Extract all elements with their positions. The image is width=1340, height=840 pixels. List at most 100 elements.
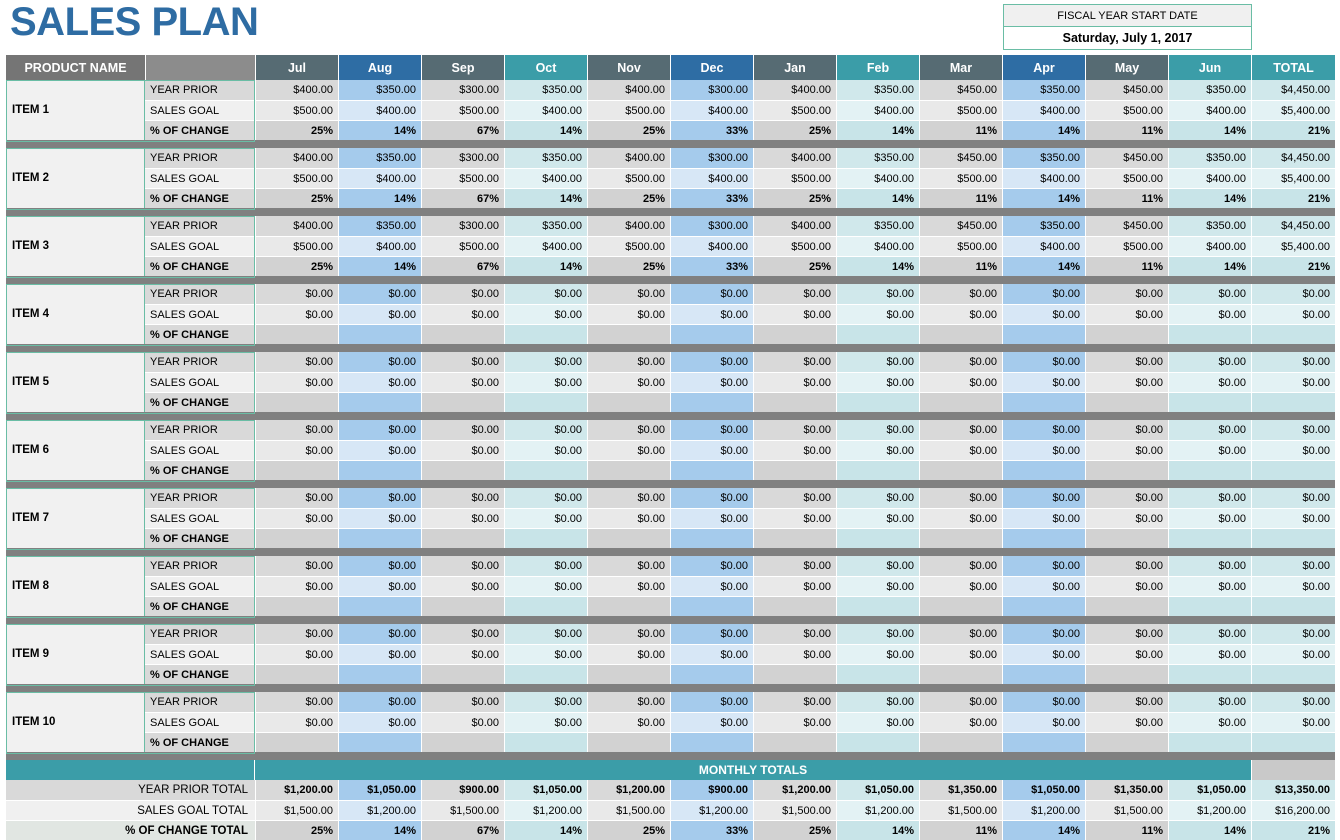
value-cell[interactable]: 14%	[836, 188, 919, 208]
value-cell[interactable]: $500.00	[255, 236, 338, 256]
value-cell[interactable]: $500.00	[255, 100, 338, 120]
value-cell[interactable]	[1168, 392, 1251, 412]
value-cell[interactable]: $350.00	[504, 148, 587, 168]
value-cell[interactable]: $300.00	[670, 216, 753, 236]
value-cell[interactable]: $400.00	[255, 148, 338, 168]
value-cell[interactable]	[670, 528, 753, 548]
value-cell[interactable]: $0.00	[836, 576, 919, 596]
value-cell[interactable]: $0.00	[1168, 712, 1251, 732]
row-total-cell[interactable]: $0.00	[1251, 556, 1335, 576]
value-cell[interactable]	[587, 324, 670, 344]
value-cell[interactable]	[753, 528, 836, 548]
column-header-month-jun[interactable]: Jun	[1168, 55, 1251, 80]
value-cell[interactable]: $0.00	[919, 372, 1002, 392]
value-cell[interactable]: $500.00	[587, 168, 670, 188]
value-cell[interactable]: $0.00	[421, 508, 504, 528]
value-cell[interactable]: $400.00	[255, 216, 338, 236]
value-cell[interactable]: $350.00	[1168, 80, 1251, 100]
value-cell[interactable]: 67%	[421, 120, 504, 140]
value-cell[interactable]	[836, 324, 919, 344]
value-cell[interactable]: $0.00	[255, 488, 338, 508]
row-total-cell[interactable]: 21%	[1251, 120, 1335, 140]
value-cell[interactable]: 14%	[338, 188, 421, 208]
total-value-cell[interactable]: $1,200.00	[836, 800, 919, 820]
value-cell[interactable]	[504, 664, 587, 684]
value-cell[interactable]: $0.00	[670, 372, 753, 392]
value-cell[interactable]: $0.00	[836, 352, 919, 372]
value-cell[interactable]: $0.00	[421, 644, 504, 664]
total-value-cell[interactable]: 14%	[504, 820, 587, 840]
value-cell[interactable]: 14%	[1168, 188, 1251, 208]
value-cell[interactable]: $0.00	[1085, 712, 1168, 732]
total-value-cell[interactable]: $1,050.00	[836, 780, 919, 800]
value-cell[interactable]: $0.00	[1085, 304, 1168, 324]
value-cell[interactable]	[421, 664, 504, 684]
value-cell[interactable]: $450.00	[1085, 148, 1168, 168]
row-total-cell[interactable]	[1251, 392, 1335, 412]
row-label[interactable]: YEAR PRIOR	[145, 148, 255, 168]
value-cell[interactable]	[338, 528, 421, 548]
row-label[interactable]: YEAR PRIOR	[145, 692, 255, 712]
value-cell[interactable]: $0.00	[753, 420, 836, 440]
value-cell[interactable]: $0.00	[338, 440, 421, 460]
value-cell[interactable]	[1168, 732, 1251, 752]
total-value-cell[interactable]: 14%	[338, 820, 421, 840]
value-cell[interactable]: $0.00	[670, 644, 753, 664]
value-cell[interactable]: $0.00	[919, 556, 1002, 576]
value-cell[interactable]: $400.00	[255, 80, 338, 100]
value-cell[interactable]: $350.00	[1168, 216, 1251, 236]
row-label[interactable]: SALES GOAL	[145, 372, 255, 392]
row-total-cell[interactable]: $4,450.00	[1251, 148, 1335, 168]
value-cell[interactable]	[836, 460, 919, 480]
value-cell[interactable]	[255, 732, 338, 752]
value-cell[interactable]: $500.00	[587, 236, 670, 256]
value-cell[interactable]	[1002, 596, 1085, 616]
value-cell[interactable]: $400.00	[836, 168, 919, 188]
value-cell[interactable]: $400.00	[587, 148, 670, 168]
total-value-cell[interactable]: $1,500.00	[587, 800, 670, 820]
value-cell[interactable]: $0.00	[836, 556, 919, 576]
row-label[interactable]: YEAR PRIOR	[145, 556, 255, 576]
value-cell[interactable]: $0.00	[587, 692, 670, 712]
value-cell[interactable]: $300.00	[670, 148, 753, 168]
row-total-cell[interactable]: $0.00	[1251, 712, 1335, 732]
value-cell[interactable]: 25%	[753, 188, 836, 208]
value-cell[interactable]	[338, 664, 421, 684]
value-cell[interactable]: $0.00	[587, 624, 670, 644]
value-cell[interactable]: 25%	[587, 256, 670, 276]
value-cell[interactable]	[1085, 664, 1168, 684]
value-cell[interactable]: 14%	[504, 188, 587, 208]
value-cell[interactable]	[1002, 732, 1085, 752]
row-label[interactable]: SALES GOAL	[145, 644, 255, 664]
value-cell[interactable]: $0.00	[338, 644, 421, 664]
value-cell[interactable]: $400.00	[836, 236, 919, 256]
value-cell[interactable]: $0.00	[421, 420, 504, 440]
value-cell[interactable]: $350.00	[1168, 148, 1251, 168]
value-cell[interactable]	[255, 596, 338, 616]
value-cell[interactable]: $0.00	[338, 304, 421, 324]
value-cell[interactable]: $0.00	[836, 712, 919, 732]
product-name-cell[interactable]: ITEM 6	[6, 420, 145, 480]
value-cell[interactable]	[587, 460, 670, 480]
value-cell[interactable]: $450.00	[1085, 216, 1168, 236]
value-cell[interactable]: $0.00	[421, 284, 504, 304]
value-cell[interactable]: $0.00	[587, 352, 670, 372]
value-cell[interactable]: $0.00	[504, 372, 587, 392]
value-cell[interactable]: 25%	[753, 120, 836, 140]
row-total-cell[interactable]	[1251, 460, 1335, 480]
total-row-label[interactable]: % OF CHANGE TOTAL	[6, 820, 255, 840]
value-cell[interactable]: $0.00	[1085, 488, 1168, 508]
column-header-month-sep[interactable]: Sep	[421, 55, 504, 80]
value-cell[interactable]	[1085, 528, 1168, 548]
value-cell[interactable]	[1002, 528, 1085, 548]
value-cell[interactable]	[1168, 460, 1251, 480]
row-label[interactable]: SALES GOAL	[145, 440, 255, 460]
value-cell[interactable]	[421, 528, 504, 548]
value-cell[interactable]: $400.00	[753, 148, 836, 168]
value-cell[interactable]: $0.00	[504, 420, 587, 440]
total-value-cell[interactable]: 11%	[1085, 820, 1168, 840]
value-cell[interactable]: $450.00	[919, 80, 1002, 100]
value-cell[interactable]	[1002, 460, 1085, 480]
value-cell[interactable]: $500.00	[255, 168, 338, 188]
total-value-cell[interactable]: $1,200.00	[1002, 800, 1085, 820]
